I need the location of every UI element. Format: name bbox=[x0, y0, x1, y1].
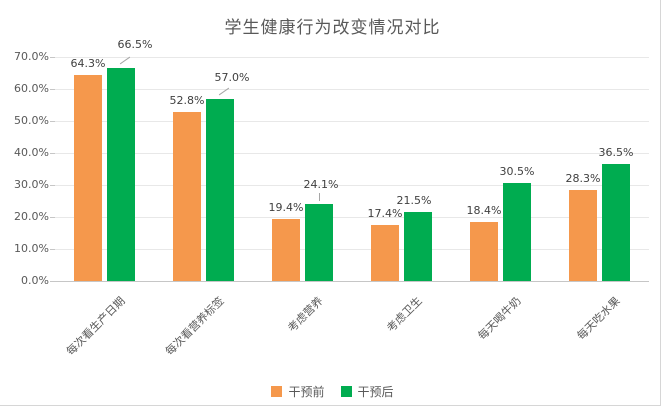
x-category-label-0: 每次看生产日期 bbox=[63, 294, 128, 359]
legend-swatch-before-icon bbox=[271, 386, 283, 397]
bar-after-3 bbox=[404, 212, 432, 281]
value-label-before-3: 17.4% bbox=[367, 207, 403, 221]
gridline bbox=[55, 57, 649, 58]
bar-before-3 bbox=[371, 225, 399, 281]
y-tick-mark bbox=[50, 121, 55, 122]
y-tick-mark bbox=[50, 153, 55, 154]
gridline bbox=[55, 121, 649, 122]
y-tick-label: 60.0% bbox=[14, 82, 49, 95]
legend-item-after: 干预后 bbox=[340, 383, 394, 400]
value-label-after-3: 21.5% bbox=[396, 194, 432, 208]
y-tick-label: 20.0% bbox=[14, 210, 49, 223]
legend: 干预前 干预后 bbox=[0, 383, 665, 400]
value-label-after-2: 24.1% bbox=[303, 177, 339, 191]
x-axis-line bbox=[55, 281, 649, 282]
x-category-label-2: 考虑营养 bbox=[284, 294, 326, 335]
bar-before-1 bbox=[173, 112, 201, 281]
value-label-after-4: 30.5% bbox=[499, 165, 535, 179]
bar-before-5 bbox=[569, 190, 597, 281]
value-label-after-0: 66.5% bbox=[117, 38, 153, 52]
bar-before-0 bbox=[74, 75, 102, 281]
bar-after-5 bbox=[602, 164, 630, 281]
plot-area: 0.0% 10.0% 20.0% 30.0% 40.0% 50.0% 60.0% 70.0% 6… bbox=[14, 38, 649, 358]
label-leader-line bbox=[319, 192, 320, 201]
value-label-before-1: 52.8% bbox=[169, 94, 205, 108]
gridline bbox=[55, 89, 649, 90]
bar-after-2 bbox=[305, 203, 333, 281]
gridline bbox=[55, 249, 649, 250]
y-tick-label: 40.0% bbox=[14, 146, 49, 159]
value-label-before-5: 28.3% bbox=[565, 172, 601, 186]
bar-after-4 bbox=[503, 183, 531, 281]
y-tick-label: 10.0% bbox=[14, 242, 49, 255]
x-category-label-4: 每天喝牛奶 bbox=[475, 294, 524, 343]
bar-after-1 bbox=[206, 98, 234, 281]
y-tick-mark bbox=[50, 281, 55, 282]
y-tick-label: 50.0% bbox=[14, 114, 49, 127]
x-category-label-3: 考虑卫生 bbox=[383, 294, 425, 335]
value-label-after-1: 57.0% bbox=[214, 70, 250, 84]
y-tick-mark bbox=[50, 217, 55, 218]
gridline bbox=[55, 217, 649, 218]
y-tick-label: 70.0% bbox=[14, 50, 49, 63]
y-tick-label: 0.0% bbox=[21, 274, 49, 287]
gridline bbox=[55, 153, 649, 154]
value-label-before-0: 64.3% bbox=[70, 57, 106, 71]
y-tick-mark bbox=[50, 249, 55, 250]
bar-before-4 bbox=[470, 222, 498, 281]
y-tick-mark bbox=[50, 185, 55, 186]
value-label-after-5: 36.5% bbox=[598, 146, 634, 160]
value-label-before-2: 19.4% bbox=[268, 200, 304, 214]
bar-before-2 bbox=[272, 218, 300, 281]
legend-label-before: 干预前 bbox=[288, 385, 325, 399]
chart-title: 学生健康行为改变情况对比 bbox=[224, 18, 441, 38]
value-label-before-4: 18.4% bbox=[466, 204, 502, 218]
x-category-label-5: 每天吃水果 bbox=[574, 294, 623, 343]
y-tick-label: 30.0% bbox=[14, 178, 49, 191]
gridline bbox=[55, 185, 649, 186]
legend-item-before: 干预前 bbox=[271, 383, 325, 400]
x-category-label-1: 每次看营养标签 bbox=[162, 294, 227, 359]
legend-swatch-after-icon bbox=[340, 386, 352, 397]
y-tick-mark bbox=[50, 57, 55, 58]
y-tick-mark bbox=[50, 89, 55, 90]
bar-after-0 bbox=[107, 68, 135, 281]
legend-label-after: 干预后 bbox=[357, 385, 394, 399]
